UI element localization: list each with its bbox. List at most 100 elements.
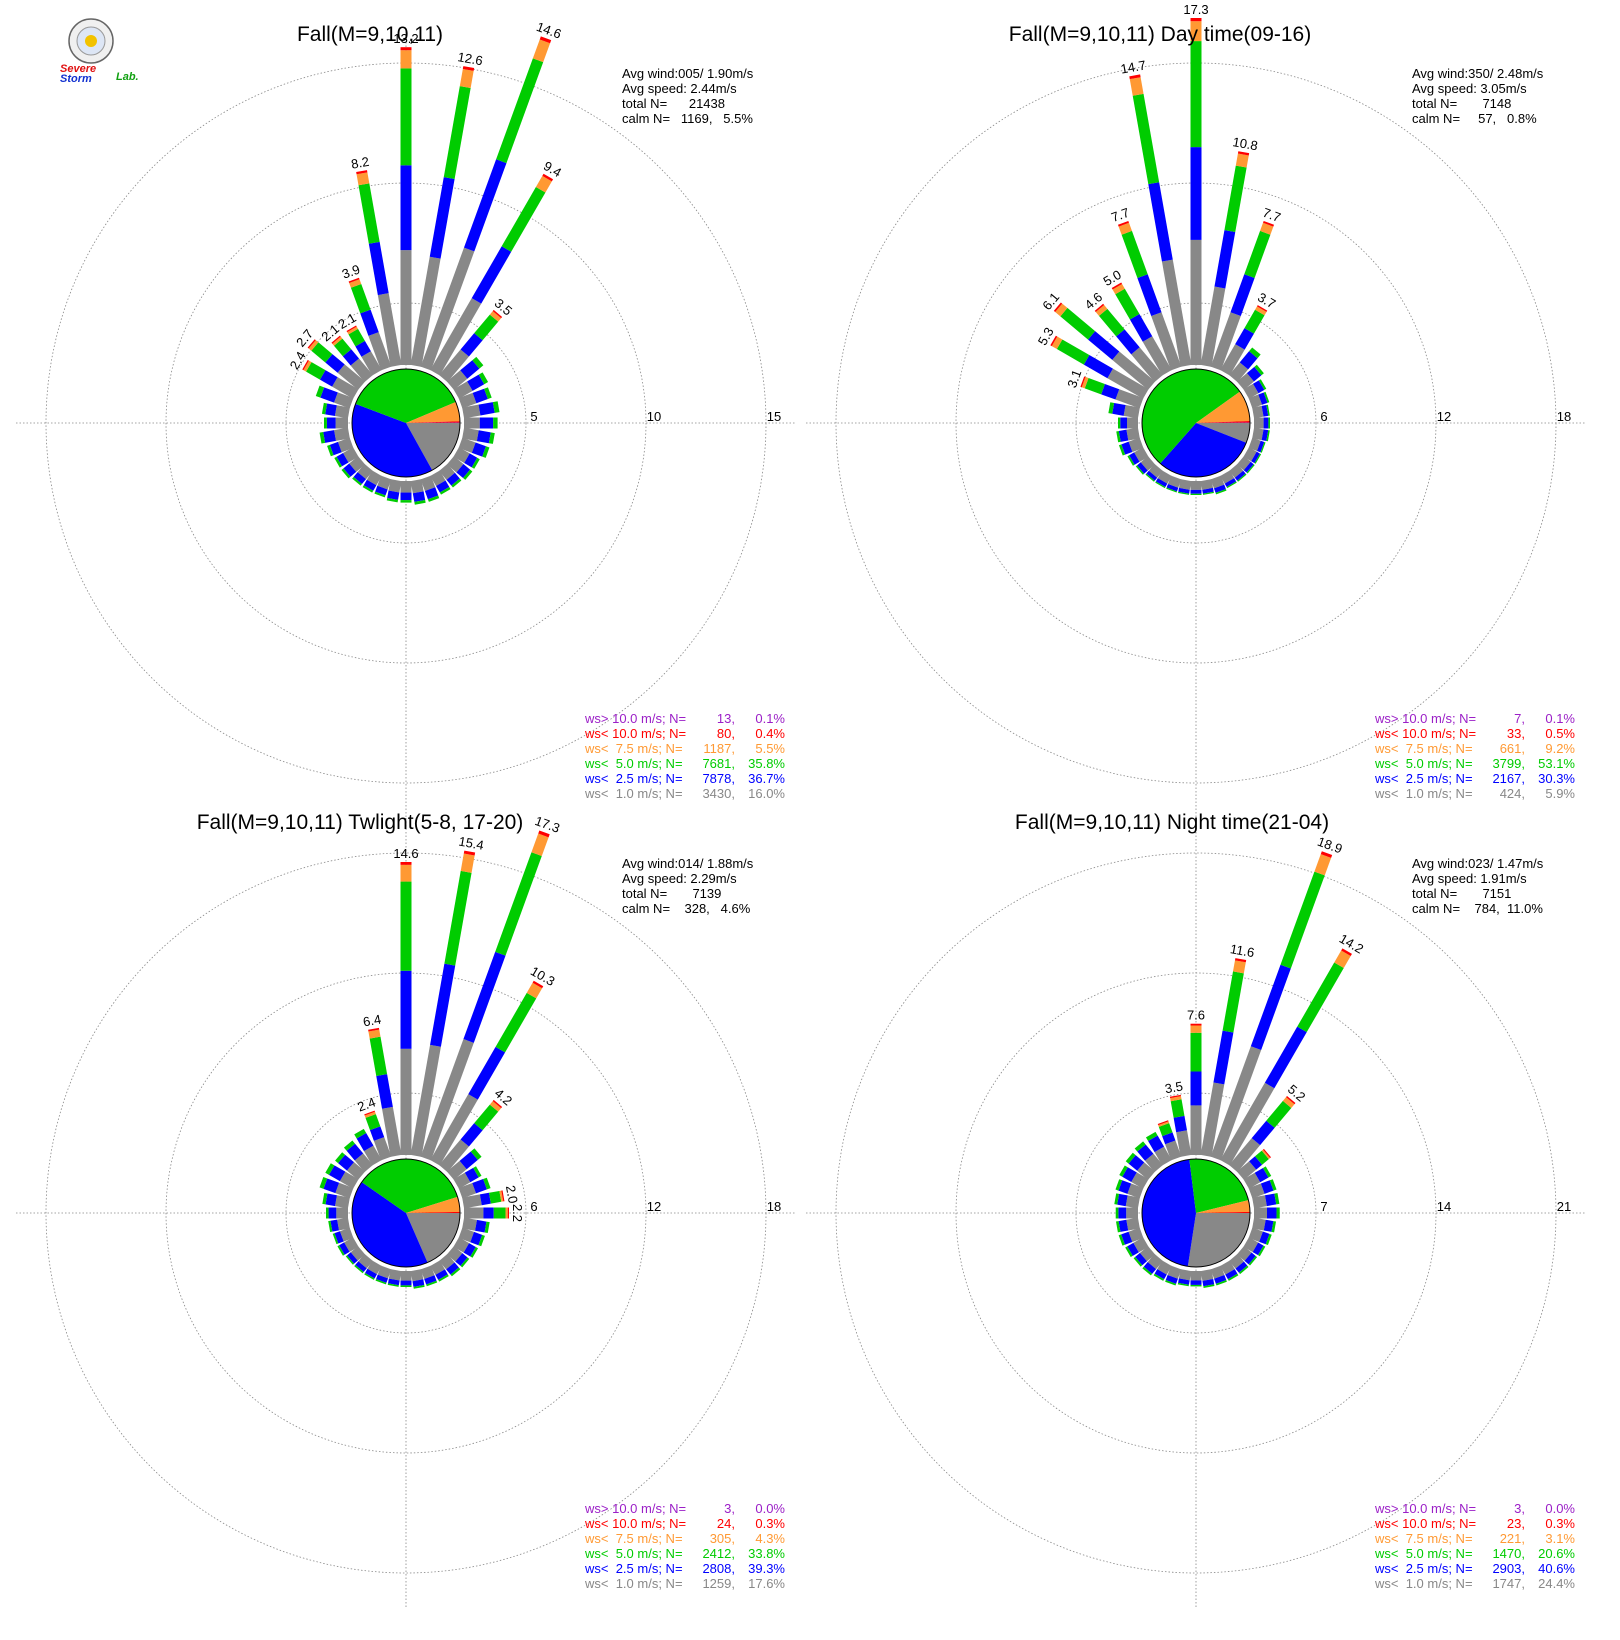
bar-segment [1220,344,1245,376]
direction-bar [1220,305,1268,376]
bar-value-label: 3.9 [340,261,362,281]
bar-segment [1230,274,1255,316]
bar-segment [1236,1161,1257,1180]
bar-segment [376,1274,389,1283]
bar-segment [1055,303,1068,317]
bar-segment [343,447,359,463]
bar-segment [1118,1234,1125,1246]
bar-segment [1263,391,1270,403]
direction-bar [1229,1095,1296,1173]
bar-segment [538,830,550,838]
bar-segment [332,336,343,346]
direction-bar [1210,1265,1227,1286]
bar-segment [1252,1242,1264,1256]
logo-severe-text: Severe [60,63,96,75]
bar-segment [347,1252,358,1264]
bar-segment [1243,383,1259,399]
direction-bar [307,339,366,390]
legend-label: ws< 10.0 m/s; N= [584,726,686,741]
bar-segment [424,487,439,500]
bar-segment [1258,392,1268,405]
bar-segment [1115,1207,1119,1219]
bar-segment [400,1048,412,1155]
bar-segment [1134,1141,1146,1152]
bar-segment [1239,351,1258,370]
bar-segment [1248,1255,1258,1266]
wind-rose-panel: 6 12 182.46.414.615.417.310.34.22.02.2Fall… [16,811,796,1608]
direction-bar [1236,1148,1271,1180]
legend-count: 3430, [702,786,735,801]
legend-percent: 0.5% [1545,726,1575,741]
pie-slice [406,1213,460,1263]
bar-segment [1254,364,1264,376]
stats-line: Avg speed: 3.05m/s [1412,81,1527,96]
direction-bar [1177,1269,1192,1287]
bar-value-label: 15.4 [457,834,485,853]
direction-bar [368,1027,402,1157]
bar-segment [488,1190,502,1204]
bar-segment [1081,376,1089,389]
bar-segment [346,1162,366,1180]
pie-slice [1196,391,1250,423]
bar-segment [337,364,366,390]
legend-count: 33, [1507,726,1525,741]
bar-segment [1264,1026,1307,1089]
bar-segment [420,475,436,492]
pie-slice [1196,420,1250,423]
direction-bar [346,325,382,376]
bar-segment [1137,1162,1156,1180]
bar-segment [1200,1269,1214,1281]
bar-segment [471,246,512,304]
stats-line: Avg speed: 1.91m/s [1412,871,1527,886]
direction-bar [453,372,489,399]
bar-segment [1119,1165,1128,1177]
direction-bar [1200,479,1214,495]
bar-segment [446,456,464,473]
stats-line: total N= 21438 [622,96,725,111]
bar-segment [1190,1032,1202,1072]
bar-segment [1170,1099,1185,1118]
bar-segment [334,392,354,409]
direction-bar [453,447,480,469]
pie-slice [352,403,433,477]
direction-bar [1115,1217,1140,1233]
bar-segment [1115,389,1144,409]
bar-segment [1127,1242,1139,1256]
direction-bar [1248,391,1270,409]
bar-segment [1265,1233,1272,1246]
bar-segment [337,437,354,453]
bar-segment [1176,1130,1192,1157]
bar-segment [420,247,475,371]
direction-bar [1119,1165,1149,1189]
direction-bar [387,1269,402,1287]
bar-segment [1260,442,1266,453]
direction-bar [1153,1260,1172,1281]
bar-segment [1118,1219,1129,1232]
pie-slice [406,1211,460,1213]
bar-segment [1157,470,1172,484]
bar-segment [1246,366,1262,382]
direction-bar [1243,379,1267,399]
stats-line: calm N= 57, 0.8% [1412,111,1537,126]
bar-segment [1083,355,1113,379]
bar-segment [1095,304,1108,316]
legend-percent: 9.2% [1545,741,1575,756]
bar-segment [400,481,412,493]
direction-bar [319,1177,354,1199]
bar-segment [1116,329,1140,355]
bar-value-label: 18.9 [1315,834,1344,857]
bar-value-label: 7.7 [1109,205,1131,225]
bar-segment [1125,1152,1136,1164]
bar-segment [412,1279,425,1287]
bar-segment [319,370,338,387]
range-ring [1075,302,1317,544]
legend-percent: 0.1% [755,711,785,726]
bar-segment [1243,1172,1261,1189]
bar-segment [430,470,446,486]
bar-segment [412,491,426,502]
direction-bar [1236,1246,1258,1266]
bar-segment [333,338,352,357]
bar-segment [1112,402,1126,416]
legend-count: 661, [1500,741,1525,756]
direction-bar [1127,447,1149,466]
